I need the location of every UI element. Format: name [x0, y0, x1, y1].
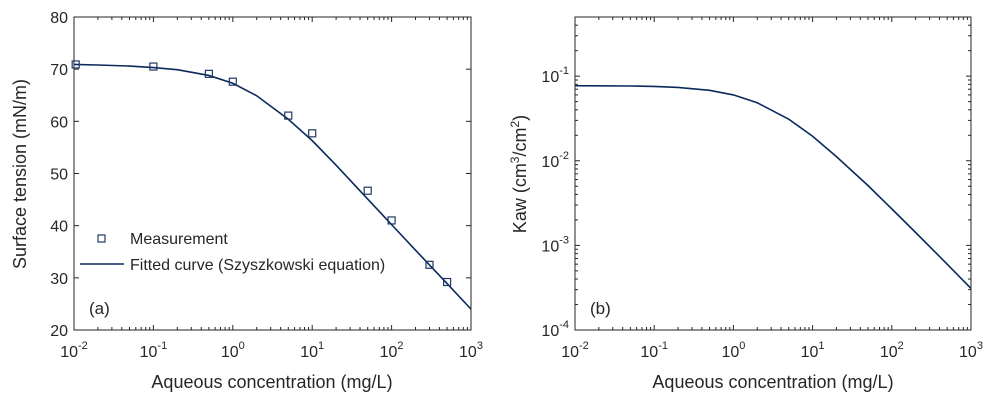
ylabel-sup-1: 3 [508, 156, 522, 163]
panel-b-ytick-label: 10-4 [541, 319, 569, 340]
panel-b-axes-box [574, 16, 972, 331]
panel-b-xtick-label: 10-2 [561, 340, 589, 361]
measurement-point [425, 260, 434, 269]
panel-a-label: (a) [89, 299, 110, 318]
panel-b-xtick-label: 102 [880, 340, 904, 361]
panel-a-ytick-label: 30 [50, 271, 68, 288]
panel-b-ytick-label: 10-1 [541, 65, 569, 86]
panel-b-xlabel: Aqueous concentration (mg/L) [652, 372, 893, 392]
measurement-point [71, 60, 80, 69]
panel-a-ytick-label: 20 [50, 323, 68, 340]
panel-a-ytick-label: 50 [50, 167, 68, 184]
panel-a-ticks: 10-2 10-1 100 101 102 103 20 30 40 50 60 70 80 [50, 10, 483, 361]
panel-b-kaw-curve [574, 84, 972, 289]
panel-a-xlabel: Aqueous concentration (mg/L) [151, 372, 392, 392]
panel-b-label: (b) [590, 299, 611, 318]
panel-a-xtick-label: 10-1 [140, 340, 168, 361]
panel-b-ticks: 10-2 10-1 100 101 102 103 10-4 10-3 10-2 10-1 [541, 16, 983, 361]
measurement-point [442, 277, 452, 287]
panel-b-xtick-label: 101 [801, 340, 825, 361]
measurement-point [149, 62, 158, 71]
measurement-point [228, 77, 237, 86]
panel-a-axes-box [73, 16, 472, 331]
panel-a-xtick-label: 100 [221, 340, 245, 361]
measurement-point [204, 69, 213, 78]
ylabel-sup-2: 2 [508, 120, 522, 127]
panel-b-ytick-label: 10-3 [541, 234, 569, 255]
panel-a-legend: Measurement Fitted curve (Szyszkowski eq… [80, 231, 385, 274]
measurement-point [308, 129, 317, 138]
ylabel-part-c: ) [510, 115, 530, 121]
panel-a-ylabel: Surface tension (mN/m) [10, 79, 30, 269]
panel-a-ytick-label: 70 [50, 62, 68, 79]
legend-marker-square-icon [97, 234, 106, 243]
panel-a-ytick-label: 40 [50, 219, 68, 236]
ylabel-part-b: /cm [510, 127, 530, 156]
panel-a-fitted-curve [73, 63, 472, 310]
panel-b-ytick-label: 10-2 [541, 150, 569, 171]
panel-a-ytick-label: 80 [50, 10, 68, 27]
ylabel-part-a: Kaw (cm [510, 163, 530, 233]
panel-b: 10-2 10-1 100 101 102 103 10-4 10-3 10-2 10-1 (b)… [508, 16, 983, 392]
panel-a-xtick-label: 102 [380, 340, 404, 361]
panel-b-xtick-label: 10-1 [640, 340, 668, 361]
panel-a-ytick-label: 60 [50, 114, 68, 131]
legend-label-fitted-curve: Fitted curve (Szyszkowski equation) [130, 257, 385, 274]
measurement-point [284, 111, 293, 120]
panel-a-measurement-markers [71, 60, 452, 287]
legend-label-measurement: Measurement [130, 231, 228, 248]
measurement-point [363, 186, 372, 195]
panel-a-xtick-label: 101 [300, 340, 324, 361]
panel-a-xtick-label: 10-2 [60, 340, 88, 361]
panel-b-xtick-label: 103 [959, 340, 983, 361]
panel-b-xtick-label: 100 [721, 340, 745, 361]
panel-a: 10-2 10-1 100 101 102 103 20 30 40 50 60 70 80 (a) A… [10, 10, 483, 392]
panel-b-ylabel: Kaw (cm3/cm2) [508, 115, 530, 233]
measurement-point [387, 216, 396, 225]
panel-a-xtick-label: 103 [459, 340, 483, 361]
